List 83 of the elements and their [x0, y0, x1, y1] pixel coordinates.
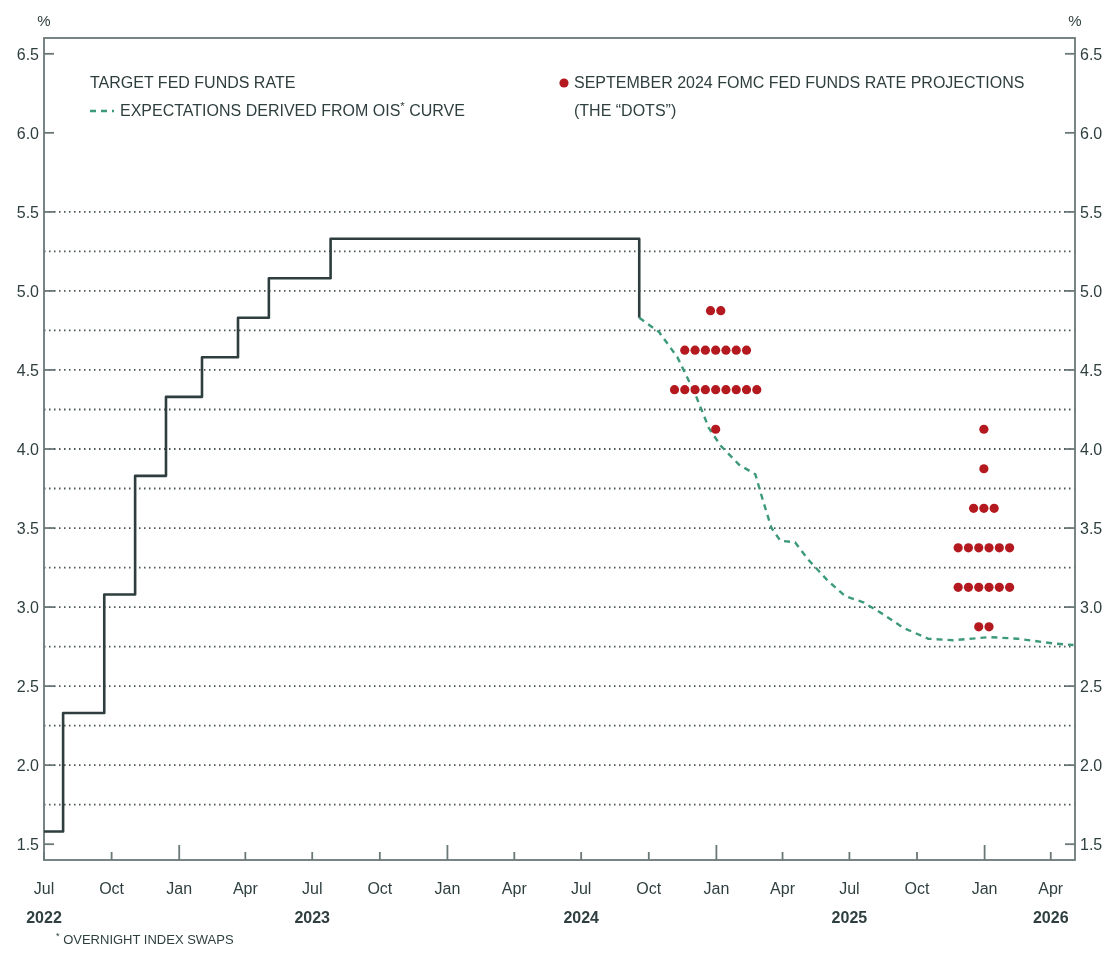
- y2-tick-label: 1.5: [1080, 836, 1103, 854]
- x-tick-label: Apr: [501, 880, 528, 897]
- x-tick-label: Apr: [770, 880, 796, 897]
- point: [994, 582, 1004, 592]
- point: [680, 345, 690, 355]
- x-tick-label: Jan: [703, 880, 730, 897]
- point: [994, 543, 1004, 553]
- y-axis-title: %: [37, 12, 51, 29]
- x-tick-label: Oct: [904, 880, 931, 897]
- y2-tick-label: 2.0: [1080, 757, 1103, 775]
- x-tick-label: Oct: [636, 880, 662, 897]
- point: [711, 424, 721, 434]
- y-tick-label: 1.5: [16, 836, 40, 854]
- point: [968, 503, 979, 513]
- x-tick-label: Jan: [434, 880, 461, 897]
- y-tick-label: 5.5: [16, 203, 40, 221]
- point: [721, 385, 731, 395]
- x-tick-label: Apr: [232, 880, 259, 897]
- point: [963, 582, 974, 592]
- point: [1005, 543, 1015, 553]
- x-tick-label: Jul 2022: [26, 880, 62, 926]
- x-tick-label: Jul 2024: [563, 880, 600, 926]
- point: [979, 424, 989, 434]
- point: [711, 385, 721, 395]
- y2-tick-label: 5.0: [1080, 282, 1103, 300]
- point: [984, 622, 994, 632]
- point: [979, 464, 989, 474]
- y-tick-label: 4.5: [16, 361, 40, 379]
- y-tick-label: 2.0: [16, 757, 40, 775]
- point: [690, 345, 700, 355]
- point: [700, 345, 710, 355]
- legend-label: SEPTEMBER 2024 FOMC FED FUNDS RATE PROJECTIONS (THE “DOTS”): [574, 74, 1025, 119]
- point: [716, 306, 726, 316]
- point: [741, 385, 752, 395]
- y2-axis-title: %: [1068, 12, 1082, 29]
- y-tick-label: 3.5: [16, 520, 40, 538]
- point: [979, 503, 989, 513]
- point: [953, 543, 963, 553]
- point: [731, 385, 741, 395]
- y2-tick-label: 4.0: [1080, 441, 1103, 458]
- y2-tick-label: 2.5: [1080, 678, 1103, 696]
- y-tick-label: 3.0: [16, 599, 40, 617]
- y2-tick-label: 4.5: [1080, 361, 1103, 379]
- text: TARGET FED FUNDS RATE: [90, 74, 296, 91]
- point: [741, 345, 752, 355]
- point: [963, 543, 974, 553]
- point: [731, 345, 741, 355]
- point: [984, 543, 994, 553]
- y-tick-label: 6.0: [16, 124, 40, 142]
- text: $^{*}$ OVERNIGHT INDEX SWAPS: [56, 931, 234, 947]
- x-tick-label: Jul 2025: [831, 880, 868, 926]
- point: [721, 345, 731, 355]
- point: [690, 385, 700, 395]
- point: [974, 543, 984, 553]
- point: [752, 385, 762, 395]
- point: [680, 385, 690, 395]
- legend-label: EXPECTATIONS DERIVED FROM OIS$^{*}$ CURVE: [120, 100, 465, 119]
- y-tick-label: 2.5: [16, 678, 40, 696]
- point: [1005, 582, 1015, 592]
- x-tick-label: Jan: [166, 880, 193, 897]
- y-tick-label: 5.0: [16, 282, 40, 300]
- x-tick-label: Oct: [367, 880, 393, 897]
- point: [700, 385, 710, 395]
- point: [705, 306, 716, 316]
- x-tick-label: Oct: [99, 880, 125, 897]
- y2-tick-label: 3.0: [1080, 599, 1103, 617]
- point: [989, 503, 999, 513]
- x-tick-label: Apr 2026: [1032, 880, 1069, 926]
- point: [669, 385, 680, 395]
- point: [953, 582, 963, 592]
- y2-tick-label: 3.5: [1080, 520, 1103, 538]
- y-tick-label: 4.0: [16, 441, 40, 458]
- y2-tick-label: 5.5: [1080, 203, 1103, 221]
- x-tick-label: Jul 2023: [294, 880, 331, 926]
- y-tick-label: 6.5: [16, 45, 40, 63]
- point: [974, 622, 984, 632]
- y2-tick-label: 6.5: [1080, 45, 1103, 63]
- point: [974, 582, 984, 592]
- point: [984, 582, 994, 592]
- point: [711, 345, 721, 355]
- line-series: [638, 316, 1075, 647]
- y2-tick-label: 6.0: [1080, 124, 1103, 142]
- x-tick-label: Jan: [971, 880, 998, 897]
